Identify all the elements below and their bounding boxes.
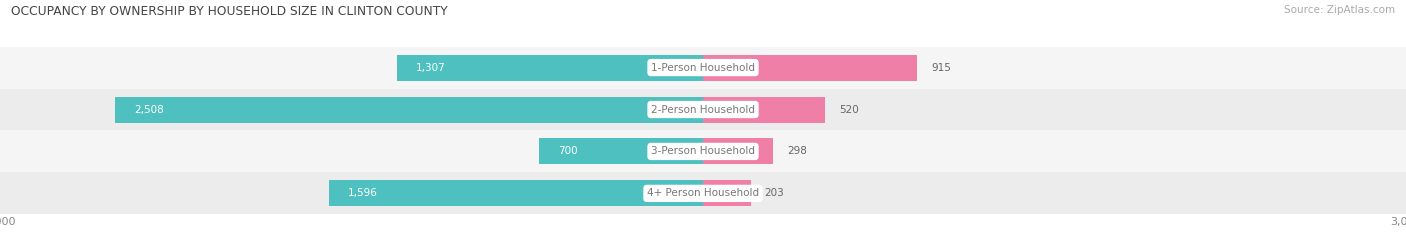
Bar (703, 180, 751, 206)
Text: Source: ZipAtlas.com: Source: ZipAtlas.com (1284, 5, 1395, 15)
Text: 1,307: 1,307 (416, 63, 446, 72)
Bar (115, 96, 703, 123)
Bar (0, 130, 1406, 172)
Text: 203: 203 (765, 188, 785, 198)
Text: OCCUPANCY BY OWNERSHIP BY HOUSEHOLD SIZE IN CLINTON COUNTY: OCCUPANCY BY OWNERSHIP BY HOUSEHOLD SIZE… (11, 5, 449, 18)
Text: 3-Person Household: 3-Person Household (651, 147, 755, 156)
Bar (0, 89, 1406, 130)
Bar (703, 55, 917, 81)
Bar (0, 172, 1406, 214)
Text: 2,508: 2,508 (134, 105, 163, 114)
Text: 520: 520 (839, 105, 859, 114)
Text: 4+ Person Household: 4+ Person Household (647, 188, 759, 198)
Text: 1,596: 1,596 (347, 188, 378, 198)
Bar (538, 138, 703, 164)
Text: 915: 915 (932, 63, 952, 72)
Bar (396, 55, 703, 81)
Text: 700: 700 (558, 147, 578, 156)
Bar (703, 96, 825, 123)
Text: 298: 298 (787, 147, 807, 156)
Bar (329, 180, 703, 206)
Text: 2-Person Household: 2-Person Household (651, 105, 755, 114)
Bar (0, 47, 1406, 89)
Bar (703, 138, 773, 164)
Text: 1-Person Household: 1-Person Household (651, 63, 755, 72)
